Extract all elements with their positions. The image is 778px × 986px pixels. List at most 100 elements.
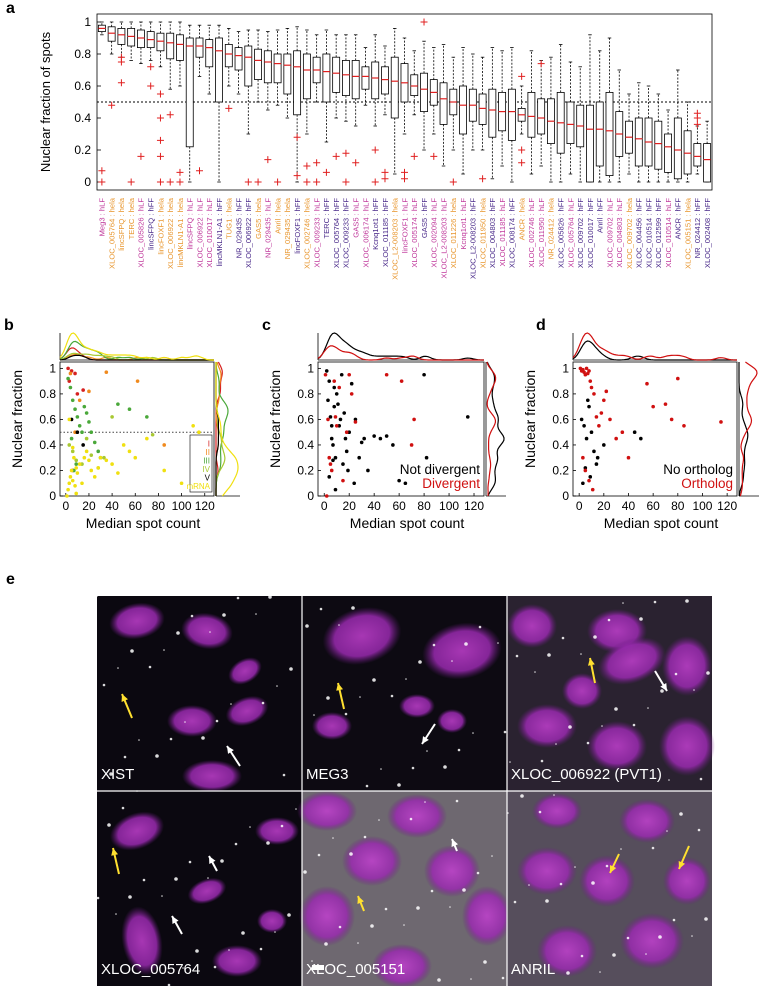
rna-spot	[148, 665, 152, 669]
box	[664, 133, 672, 173]
rna-spot	[188, 860, 192, 864]
x-tick-label: 80	[671, 499, 685, 513]
rna-spot	[190, 614, 194, 618]
plot-frame	[59, 361, 215, 497]
rna-spot	[561, 636, 565, 640]
category-label: XLOC_010017 : hFF	[586, 198, 595, 268]
category-label: XLOC_005151 : hela	[683, 197, 692, 269]
point	[353, 417, 358, 422]
point	[719, 420, 723, 424]
category-label: Kcnq1ot1 : hLF	[459, 198, 468, 250]
rna-spot	[169, 737, 173, 741]
rna-spot	[566, 971, 570, 975]
rna-spot	[555, 743, 557, 745]
rna-spot	[660, 689, 664, 693]
nucleus	[663, 857, 711, 905]
category-label: GAS5 : hela	[254, 197, 263, 239]
rna-spot	[464, 642, 468, 646]
outlier	[176, 168, 184, 176]
micrograph: MEG3	[302, 596, 507, 791]
outlier	[537, 60, 545, 68]
y-tick-label: 0	[307, 489, 314, 503]
point	[328, 462, 333, 466]
point	[96, 449, 101, 454]
x-tick-label: 40	[105, 499, 119, 513]
rna-spot	[679, 812, 683, 816]
point	[69, 468, 74, 473]
outlier	[449, 178, 457, 186]
point	[336, 402, 340, 406]
point	[347, 430, 352, 434]
point	[581, 455, 585, 460]
point	[77, 398, 82, 403]
y-tick-label: 1	[49, 361, 56, 375]
rna-spot	[378, 819, 380, 821]
point	[334, 392, 339, 396]
category-label: XLOC_011226 : hela	[449, 197, 458, 268]
point	[81, 388, 85, 392]
box	[361, 66, 370, 90]
y-axis-label: Nuclear fraction	[522, 370, 538, 468]
point	[329, 424, 334, 428]
category-label: XLOC_004803 : hFF	[488, 198, 497, 268]
point	[72, 455, 76, 460]
x-tick-label: 20	[343, 499, 357, 513]
category-label: lincFOXF1 : hela	[156, 197, 165, 254]
nucleus	[109, 811, 165, 851]
category-label: XLOC_004803 : hLF	[615, 198, 624, 268]
category-label: XLOC_002746 : hela	[303, 197, 312, 269]
arrow-head	[451, 839, 458, 847]
point	[116, 471, 120, 475]
category-label: XLOC_006174 : hLF	[361, 198, 370, 268]
box	[683, 130, 692, 175]
box	[205, 39, 214, 68]
nucleus	[212, 945, 262, 977]
rna-spot	[115, 913, 117, 915]
outlier	[156, 90, 164, 98]
outlier	[371, 178, 379, 186]
box	[673, 117, 682, 180]
box	[459, 85, 467, 135]
box	[566, 101, 575, 144]
point	[102, 455, 106, 460]
rna-spot	[509, 761, 511, 763]
point	[73, 483, 77, 488]
category-label: XLOC_010514 : hFF	[644, 198, 653, 268]
rna-spot	[174, 877, 178, 881]
point	[584, 366, 589, 371]
outlier	[117, 58, 125, 66]
point	[145, 415, 149, 419]
nucleus	[187, 877, 227, 905]
rna-spot	[538, 810, 542, 814]
box	[693, 143, 702, 167]
category-label: XLOC_011185 : hLF	[498, 198, 507, 267]
outlier	[332, 152, 340, 160]
outlier	[274, 178, 282, 186]
x-tick-label: 120	[717, 499, 737, 513]
category-label: lincSFPQ : hela	[117, 197, 126, 251]
rna-spot	[117, 667, 119, 669]
rna-spot	[534, 671, 536, 673]
rna-spot	[213, 965, 217, 969]
rna-spot	[426, 750, 428, 752]
point	[341, 478, 345, 483]
rna-spot	[455, 799, 459, 803]
point	[77, 462, 82, 466]
rna-spot	[182, 967, 184, 969]
category-label: Kcnq1ot1 : hFF	[371, 198, 380, 250]
point	[588, 379, 593, 383]
nucleus	[620, 913, 684, 969]
rna-spot	[266, 841, 270, 845]
point	[75, 392, 80, 396]
rna-spot	[289, 667, 293, 671]
category-label: XLOC_008174 : hFF	[508, 198, 517, 268]
outlier	[98, 178, 106, 186]
point	[74, 491, 79, 496]
rna-spot	[161, 895, 163, 897]
marginal-density-x	[59, 332, 214, 361]
category-label: XLOC_005174 : hLF	[410, 198, 419, 268]
category-label: NR_024412 : hFF	[693, 198, 702, 259]
point	[73, 407, 77, 412]
point	[594, 415, 599, 419]
outlier	[156, 114, 164, 122]
